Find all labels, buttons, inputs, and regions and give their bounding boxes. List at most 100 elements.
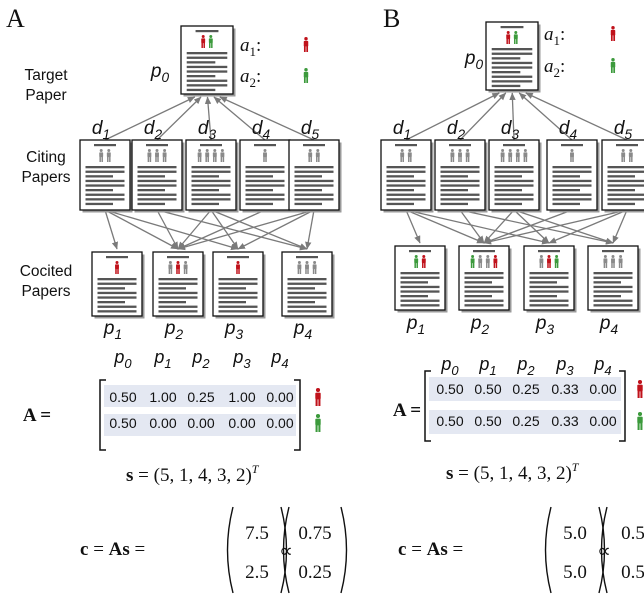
- citing-paper-label: d2: [447, 118, 466, 142]
- citing-paper: [380, 139, 434, 213]
- person-icon: [610, 26, 616, 41]
- person-icon: [155, 149, 159, 162]
- right-paren: [280, 506, 288, 594]
- person-icon: [621, 149, 626, 162]
- matrix-cell: 0.33: [551, 413, 578, 429]
- left-bracket: [99, 379, 106, 451]
- person-icon: [312, 261, 317, 274]
- cocited-paper: [281, 251, 335, 319]
- vector-normalized-entry: 0.5: [621, 562, 644, 583]
- cocited-paper: [458, 245, 512, 313]
- citing-paper: [601, 139, 644, 213]
- citation-arrow: [104, 209, 239, 251]
- person-icon: [421, 255, 426, 268]
- cocited-paper: [523, 245, 577, 313]
- citation-arrow: [459, 209, 485, 244]
- citing-paper-label: d5: [301, 118, 320, 142]
- matrix-cell: 0.50: [109, 415, 136, 431]
- person-icon: [554, 255, 559, 268]
- person-icon: [315, 149, 320, 162]
- left-paren: [544, 506, 552, 594]
- row-label-cocited: Cocited: [20, 263, 73, 280]
- person-icon: [611, 255, 615, 268]
- citation-arrow: [483, 209, 573, 244]
- person-icon: [115, 261, 119, 274]
- c-equation: c = As = 5.0 5.0 ∝ 0.5 0.5: [398, 506, 644, 594]
- author-matrix: p0 p1 p2 p3 p4 0.50 0.50 0.25 0.33 0.00 0.50 0.50 0.…: [393, 354, 643, 442]
- citation-arrow: [513, 209, 614, 244]
- cocited-paper-label: p1: [406, 313, 425, 337]
- person-icon: [547, 255, 551, 268]
- person-icon: [513, 31, 518, 44]
- c-equation: c = As = 7.5 2.5 ∝0.75 0.25: [80, 506, 348, 594]
- citation-arrow: [548, 209, 628, 244]
- citing-paper-label: d1: [92, 118, 110, 142]
- left-paren: [600, 506, 608, 594]
- person-icon: [201, 35, 206, 48]
- matrix-cell: 1.00: [149, 389, 176, 405]
- matrix-cell: 0.25: [187, 389, 214, 405]
- left-paren: [282, 506, 290, 594]
- matrix-cell: 0.00: [187, 415, 214, 431]
- citation-arrow: [156, 209, 179, 250]
- panel-letter: B: [383, 4, 400, 33]
- matrix-col-header: p2: [516, 354, 535, 378]
- citing-paper: [185, 139, 239, 213]
- row-label-target: Paper: [25, 87, 66, 104]
- legend-a1-label: a1:: [544, 24, 565, 48]
- person-icon: [506, 31, 511, 44]
- citation-arrow: [405, 92, 500, 141]
- matrix-col-header: p0: [440, 354, 459, 378]
- c-equation-lhs: c = As =: [398, 539, 463, 560]
- matrix-cell: 0.25: [512, 381, 539, 397]
- matrix-cell: 0.50: [109, 389, 136, 405]
- right-paren: [598, 506, 606, 594]
- person-icon: [508, 149, 513, 162]
- cocited-paper-label: p1: [103, 318, 122, 342]
- legend-a2-label: a2:: [544, 56, 565, 80]
- citation-arrow: [405, 209, 550, 245]
- person-icon: [610, 58, 616, 73]
- citing-paper: [131, 139, 185, 213]
- person-icon: [162, 149, 167, 162]
- citation-arrow: [305, 209, 315, 250]
- legend-a1-label: a1:: [240, 35, 261, 59]
- person-icon: [637, 380, 643, 398]
- person-icon: [478, 255, 483, 268]
- target-paper: [180, 25, 236, 97]
- person-icon: [315, 414, 321, 432]
- person-icon: [523, 149, 528, 162]
- matrix-cell: 0.25: [512, 413, 539, 429]
- person-icon: [147, 149, 152, 162]
- citation-arrow: [104, 96, 196, 141]
- panel-letter: A: [6, 4, 25, 33]
- person-icon: [220, 149, 225, 162]
- citing-paper: [239, 139, 293, 213]
- person-icon: [515, 149, 520, 162]
- matrix-cell: 1.00: [228, 389, 255, 405]
- matrix-cell: 0.00: [228, 415, 255, 431]
- vector-c-entry: 5.0: [563, 523, 587, 544]
- cocited-paper: [587, 245, 641, 313]
- matrix-label: A =: [23, 405, 51, 426]
- matrix-cell: 0.00: [589, 413, 616, 429]
- citing-paper: [546, 139, 600, 213]
- person-icon: [212, 149, 217, 162]
- cocited-paper-label: p3: [224, 318, 244, 342]
- citation-arrow: [405, 209, 485, 244]
- row-labels: Target Paper Citing Papers Cocited Papers: [20, 67, 73, 300]
- matrix-col-header: p1: [153, 347, 171, 371]
- matrix-col-header: p4: [270, 347, 288, 371]
- citation-arrow: [104, 209, 179, 250]
- citation-arrow: [513, 209, 550, 244]
- citing-paper: [288, 139, 342, 213]
- cocited-paper-label: p2: [164, 318, 184, 342]
- citation-arrow: [509, 92, 516, 141]
- person-icon: [400, 149, 405, 162]
- matrix-cell: 0.00: [149, 415, 176, 431]
- vector-normalized-entry: 0.25: [298, 562, 331, 583]
- person-icon: [603, 255, 608, 268]
- cocited-paper: [152, 251, 206, 319]
